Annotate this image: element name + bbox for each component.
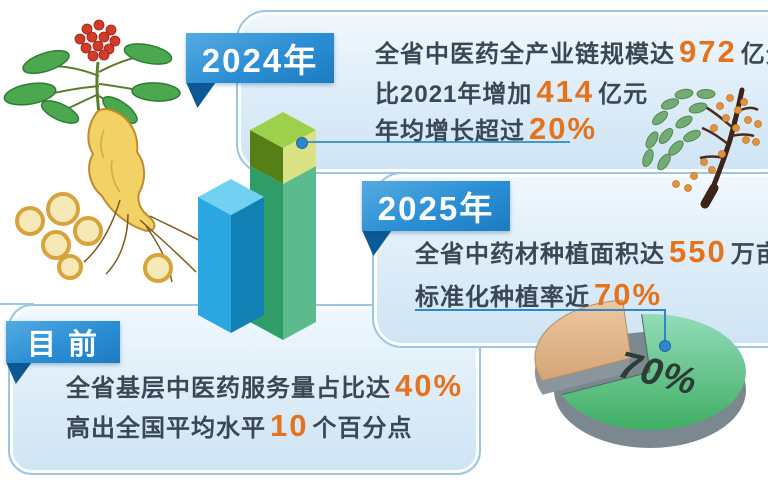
ginseng-rootlets [83, 199, 203, 283]
stat-pre: 标准化种植率近 [415, 284, 590, 311]
tag-2025: 2025年 [362, 181, 510, 231]
stat-line-standardization-rate: 标准化种植率近 70% [415, 277, 666, 313]
stat-pre: 全省中药材种植面积达 [415, 241, 665, 268]
stat-number: 40% [395, 368, 464, 403]
ginseng-leaves [3, 43, 181, 124]
stat-number: 10 [270, 408, 309, 443]
stat-number: 414 [536, 74, 595, 109]
tag-2024-fold [186, 82, 216, 108]
ginseng-illustration [3, 19, 203, 283]
pie-side [554, 332, 746, 448]
stat-number: 972 [679, 34, 737, 69]
tag-2024-label: 2024年 [201, 42, 319, 79]
tag-now-label: 目前 [26, 329, 109, 361]
stat-number: 20% [529, 111, 598, 146]
ginseng-root [83, 108, 203, 283]
stat-post: 亿元 [598, 81, 649, 108]
stat-line-service-share: 全省基层中医药服务量占比达 40% [66, 368, 467, 404]
tag-now: 目前 [6, 321, 120, 363]
ginseng-slices [15, 192, 173, 283]
stat-number: 70% [594, 277, 663, 312]
stat-number: 550 [669, 234, 727, 269]
stat-line-increase: 比2021年增加 414 亿元 [375, 74, 648, 110]
stat-line-planting-area: 全省中药材种植面积达550万亩 [415, 234, 768, 270]
tag-2025-label: 2025年 [377, 190, 495, 227]
stat-line-above-national: 高出全国平均水平 10 个百分点 [66, 408, 412, 444]
ginseng-stems [35, 55, 151, 115]
stat-pre: 全省中医药全产业链规模达 [375, 41, 675, 68]
stat-post: 个百分点 [312, 415, 413, 442]
stat-post: 万亩 [730, 241, 768, 268]
stat-line-growth-rate: 年均增长超过 20% [375, 111, 601, 147]
stat-post: 亿元 [740, 41, 768, 68]
panel-now-top-line [0, 303, 34, 305]
ginseng-berry-cluster [74, 19, 121, 62]
stat-pre: 年均增长超过 [375, 118, 525, 145]
stat-pre: 比2021年增加 [375, 81, 533, 108]
tag-2024: 2024年 [186, 33, 334, 83]
stat-pre: 高出全国平均水平 [66, 415, 266, 442]
stat-pre: 全省基层中医药服务量占比达 [66, 375, 391, 402]
stat-line-chain-scale: 全省中医药全产业链规模达972亿元 [375, 34, 768, 70]
pie-center-label: 70% [615, 344, 702, 404]
